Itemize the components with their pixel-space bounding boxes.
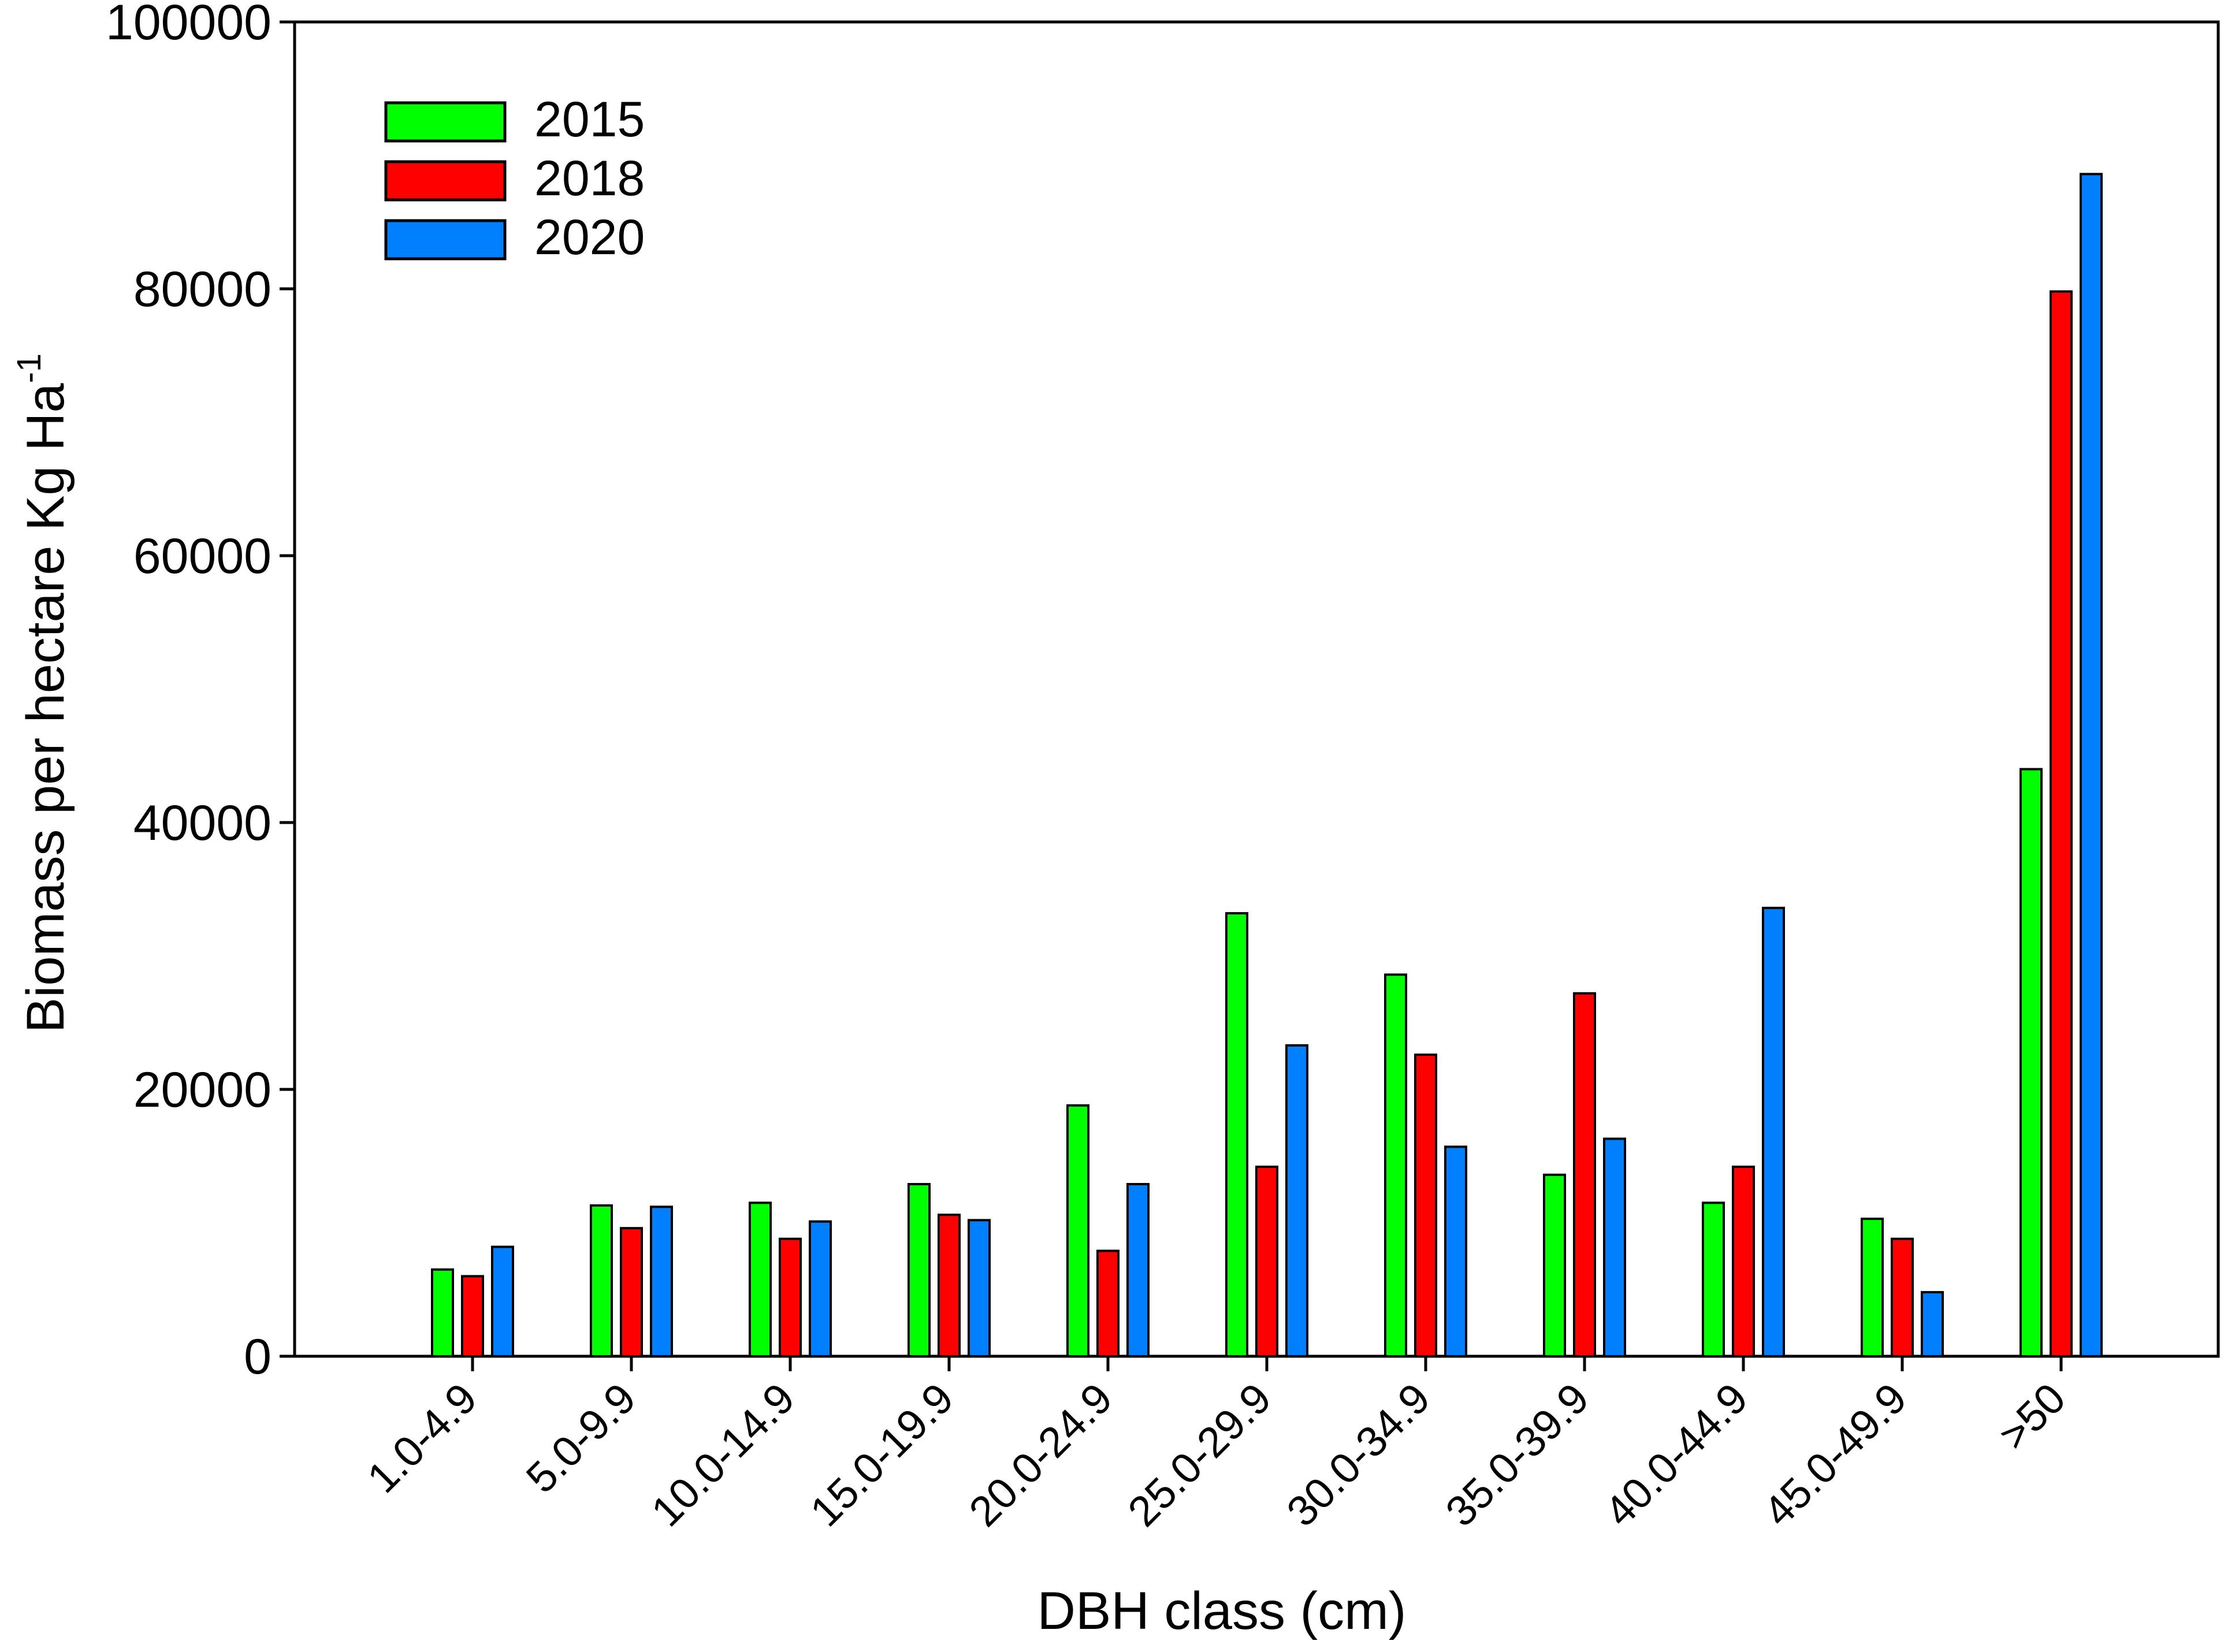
- bar-2020-15.0-19.9: [968, 1219, 991, 1357]
- bar-2015-10.0-14.9: [749, 1201, 772, 1358]
- legend-swatch-2015: [384, 101, 507, 143]
- y-axis-title-superscript: -1: [10, 354, 48, 384]
- bars: [431, 173, 2103, 1358]
- x-tick-label: 40.0-44.9: [1596, 1374, 1757, 1536]
- bar-2018-45.0-49.9: [1891, 1237, 1914, 1357]
- bar-2015-20.0-24.9: [1066, 1104, 1089, 1357]
- bar-2015->50: [2020, 768, 2043, 1357]
- bar-2015-40.0-44.9: [1702, 1201, 1725, 1358]
- bar-2018-10.0-14.9: [779, 1237, 802, 1357]
- y-tick-label: 100000: [106, 0, 272, 50]
- bar-2020-1.0-4.9: [491, 1245, 514, 1358]
- bar-2018-25.0-29.9: [1255, 1165, 1278, 1357]
- x-axis-title: DBH class (cm): [1037, 1582, 1407, 1640]
- legend-label-2015: 2015: [534, 92, 645, 147]
- bar-2018-5.0-9.9: [620, 1227, 643, 1357]
- x-tick-label: 25.0-29.9: [1119, 1374, 1281, 1536]
- y-tick-label: 80000: [133, 262, 272, 317]
- bar-2020-30.0-34.9: [1444, 1145, 1467, 1357]
- bar-2015-1.0-4.9: [431, 1268, 454, 1358]
- legend-swatch-2018: [384, 160, 507, 202]
- y-tick-label: 60000: [133, 529, 272, 584]
- bar-2020->50: [2080, 173, 2103, 1358]
- legend-label-2020: 2020: [534, 210, 645, 265]
- bar-2018->50: [2050, 290, 2073, 1357]
- bar-2018-35.0-39.9: [1573, 992, 1596, 1358]
- bar-2018-20.0-24.9: [1096, 1249, 1120, 1358]
- bar-2015-35.0-39.9: [1543, 1173, 1566, 1357]
- bar-2015-15.0-19.9: [908, 1183, 931, 1357]
- bar-2015-30.0-34.9: [1384, 973, 1407, 1357]
- x-tick-label: 10.0-14.9: [642, 1374, 804, 1536]
- y-axis-title-main: Biomass per hectare Kg Ha: [16, 382, 75, 1033]
- bar-2020-45.0-49.9: [1921, 1291, 1944, 1358]
- bar-2018-1.0-4.9: [461, 1275, 484, 1357]
- bar-2020-40.0-44.9: [1762, 906, 1785, 1357]
- x-tick-label: 1.0-4.9: [358, 1374, 486, 1502]
- bar-2018-15.0-19.9: [938, 1214, 961, 1357]
- x-tick-label: 5.0-9.9: [517, 1374, 645, 1502]
- x-tick-label: 45.0-49.9: [1754, 1374, 1916, 1536]
- y-tick-label: 20000: [133, 1062, 272, 1118]
- bar-2020-10.0-14.9: [809, 1220, 832, 1357]
- x-tick-label: >50: [1989, 1374, 2074, 1459]
- y-tick-label: 0: [244, 1329, 272, 1385]
- bar-2018-40.0-44.9: [1732, 1165, 1755, 1357]
- x-axis: 1.0-4.9 5.0-9.910.0-14.915.0-19.920.0-24.…: [358, 1356, 2074, 1536]
- x-tick-label: 20.0-24.9: [960, 1374, 1122, 1536]
- x-tick-label: 30.0-34.9: [1278, 1374, 1440, 1536]
- bar-2018-30.0-34.9: [1414, 1053, 1437, 1357]
- x-tick-label: 35.0-39.9: [1437, 1374, 1598, 1536]
- bar-2015-45.0-49.9: [1861, 1218, 1884, 1358]
- bar-2020-20.0-24.9: [1126, 1183, 1150, 1357]
- y-tick-label: 40000: [133, 795, 272, 851]
- bar-2020-25.0-29.9: [1285, 1044, 1308, 1357]
- bar-2015-5.0-9.9: [590, 1204, 613, 1357]
- legend-label-2018: 2018: [534, 151, 645, 206]
- y-axis-title: Biomass per hectare Kg Ha-1: [10, 354, 75, 1033]
- legend-swatch-2020: [384, 219, 507, 261]
- bar-2020-5.0-9.9: [650, 1205, 673, 1358]
- bar-2015-25.0-29.9: [1225, 912, 1248, 1357]
- y-axis: 0 20000 40000 60000 80000 100000: [106, 0, 295, 1385]
- bar-2020-35.0-39.9: [1603, 1137, 1626, 1357]
- x-tick-label: 15.0-19.9: [801, 1374, 963, 1536]
